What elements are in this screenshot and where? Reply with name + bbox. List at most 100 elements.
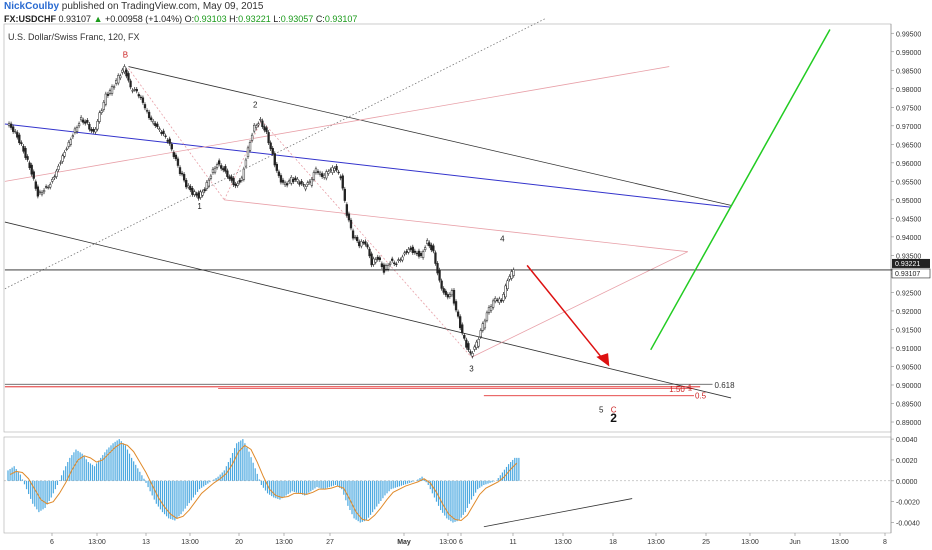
candle-body [382,264,386,273]
fib-label: 0.618 [715,381,736,390]
candle-body [38,191,42,193]
time-tick-label: 13:00 [181,539,199,546]
candle-body [469,351,472,354]
candle-body [325,171,328,179]
candle-body [399,259,402,261]
candle-body [360,241,363,247]
price-upper-marker [892,258,930,268]
candle-body [329,169,332,171]
candle-body [250,134,254,141]
candle-body [139,96,143,99]
candle-body [242,168,246,180]
candle-body [220,165,223,169]
candle-body [209,175,213,179]
fib-label: 0.5 [695,392,707,401]
candle-body [393,262,396,265]
candle-body [485,312,489,321]
candle-body [327,171,330,174]
candle-body [18,134,21,144]
candle-body [189,186,192,191]
candle-body [428,242,431,247]
candle-body [49,184,52,188]
price-tick-label: 0.98000 [896,87,921,94]
time-tick-label: 6 [50,539,54,546]
pink-mid-line [224,199,688,253]
candle-body [166,140,169,142]
candle-body [271,148,274,154]
time-axis[interactable]: 6 13:00 13 13:00 20 13:00 27 May 13:00 6 11 13:00 18… [50,533,887,546]
price-tick-label: 0.97500 [896,105,921,112]
candle-body [440,280,443,289]
publish-info: published on TradingView.com, May 09, 20… [61,1,264,12]
drawings-layer [4,18,923,399]
candle-body [168,138,171,144]
candle-body [90,128,93,132]
candle-body [230,176,233,181]
candle-body [388,262,392,265]
candle-body [172,152,175,157]
time-tick-label: 13:00 [741,539,759,546]
current-price-label: 0.93107 [895,271,920,278]
candle-body [40,192,44,195]
candle-body [349,219,353,229]
candle-body [57,165,60,170]
candle-body [465,339,468,348]
candle-body [110,86,114,94]
candle-body [261,120,264,127]
candle-body [318,172,322,175]
oscillator-tick-label: -0.0020 [896,500,920,507]
candle-body [123,66,126,73]
candle-body [413,250,417,253]
candle-body [452,289,456,304]
red-arrow-shaft [526,264,605,362]
blue-trendline [4,123,732,208]
open-label: O: [184,14,195,24]
time-tick-label: 18 [609,539,617,546]
candle-body [467,343,470,351]
candle-body [185,180,188,188]
candle-body [218,160,221,165]
candle-body [273,153,276,166]
candle-body [456,311,460,317]
candle-body [290,177,293,184]
price-tick-label: 0.89000 [896,420,921,427]
price-tick-label: 0.94500 [896,216,921,223]
candle-body [294,177,297,180]
candle-body [314,168,318,173]
candle-body [98,112,101,122]
time-tick-label: 6 [459,539,463,546]
candle-body [12,126,15,132]
candle-body [265,127,268,133]
time-tick-label: 27 [326,539,334,546]
candle-body [508,276,511,280]
price-axis[interactable]: 0.99500 0.99000 0.98500 0.98000 0.97500 0.970… [891,31,931,427]
candle-body [154,123,157,126]
wave-label: 3 [469,364,474,373]
candle-body [335,165,338,171]
candle-body [341,175,344,189]
wave-label: B [123,50,128,59]
candle-body [201,191,204,196]
high-value: 0.93221 [238,14,271,24]
candle-body [279,175,283,183]
candle-body [487,307,491,313]
author-name[interactable]: NickCoulby [4,1,60,12]
candle-body [213,167,217,173]
candle-body [108,90,112,94]
candle-body [75,127,79,132]
candle-body [370,253,373,266]
candle-body [84,121,87,124]
candle-body [471,353,474,357]
candle-body [211,168,215,173]
candle-body [51,178,54,182]
candle-body [7,123,11,126]
candle-body [473,346,476,350]
candle-body [483,320,487,329]
candle-body [316,171,320,173]
low-label: L: [273,14,281,24]
candle-body [199,191,202,198]
candle-body [137,94,140,97]
candle-body [143,104,147,109]
